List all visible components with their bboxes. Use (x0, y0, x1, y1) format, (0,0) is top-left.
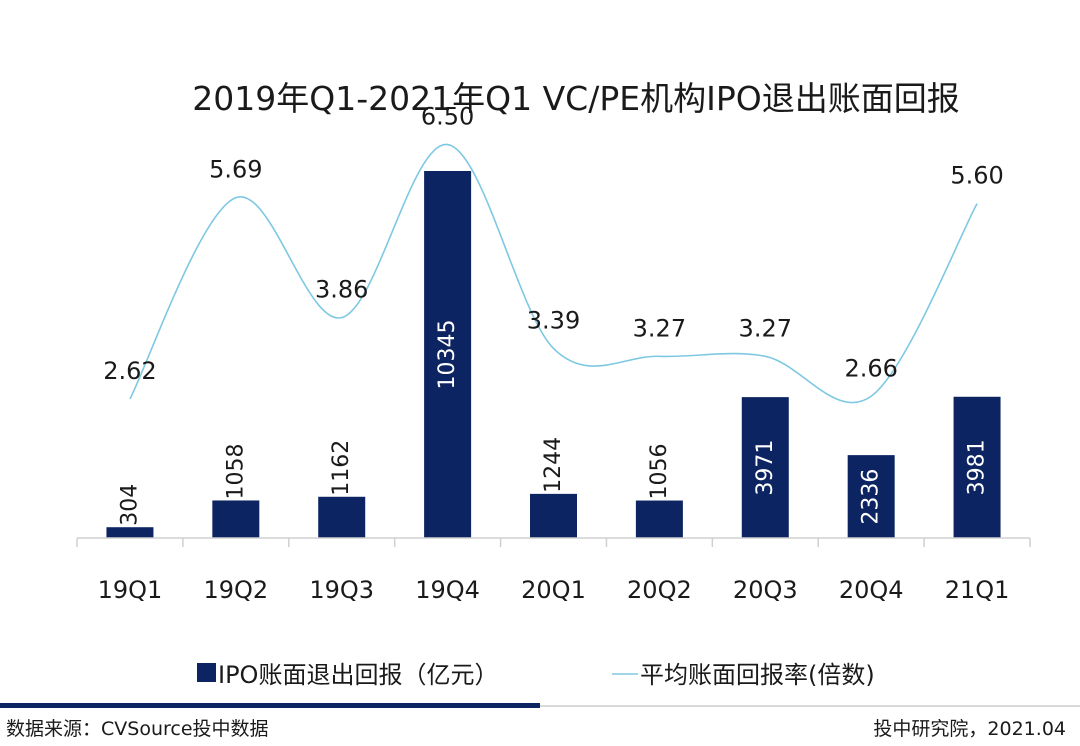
credit-note: 投中研究院，2021.04 (873, 718, 1066, 740)
bar-value-label: 1244 (541, 437, 566, 493)
bar-value-label: 1058 (223, 443, 248, 499)
line-value-label: 3.39 (527, 306, 580, 334)
legend-label-line: 平均账面回报率(倍数) (640, 661, 875, 689)
bar (741, 397, 789, 538)
x-tick-label: 19Q2 (203, 576, 268, 604)
x-tick-label: 20Q2 (627, 576, 692, 604)
line-series: 2.62 5.69 3.86 6.50 3.39 3.27 3.27 2.66 5.60 (103, 103, 1004, 404)
bar (424, 171, 472, 538)
x-tick-label: 21Q1 (945, 576, 1010, 604)
line-value-label: 3.27 (633, 314, 686, 342)
line-value-label: 5.69 (209, 156, 262, 184)
accent-bar-light (540, 705, 1080, 707)
line-value-label: 5.60 (950, 162, 1003, 190)
bar-value-label: 3971 (753, 440, 778, 496)
chart-title: 2019年Q1-2021年Q1 VC/PE机构IPO退出账面回报 (192, 79, 959, 118)
bar-value-label: 3981 (965, 439, 990, 495)
x-tick-label: 19Q1 (98, 576, 163, 604)
legend-label-bar: IPO账面退出回报（亿元） (218, 661, 498, 689)
legend-swatch-bar (197, 663, 216, 682)
accent-bar (0, 703, 540, 708)
bar-series: 304 1058 1162 10345 1244 1056 3971 2336 3981 (106, 171, 1001, 538)
bar (318, 496, 366, 538)
legend: IPO账面退出回报（亿元） 平均账面回报率(倍数) (197, 661, 875, 689)
line-value-label: 3.27 (739, 314, 792, 342)
bar (847, 455, 895, 538)
x-tick-label: 20Q4 (839, 576, 904, 604)
bar (953, 396, 1001, 538)
line-value-label: 2.62 (103, 357, 156, 385)
x-tick-label: 20Q1 (521, 576, 586, 604)
bar (635, 500, 683, 538)
x-tick-label: 19Q3 (309, 576, 374, 604)
bar (530, 493, 577, 538)
bar-value-label: 10345 (435, 319, 460, 389)
bar-value-label: 1056 (647, 444, 672, 500)
bar (106, 527, 154, 538)
bar-value-label: 304 (117, 484, 142, 526)
line-path (129, 143, 978, 404)
bar-value-label: 1162 (329, 440, 354, 496)
line-value-label: 6.50 (421, 103, 474, 131)
source-note: 数据来源：CVSource投中数据 (6, 718, 269, 740)
x-tick-label: 19Q4 (415, 576, 480, 604)
bar (212, 500, 260, 538)
bar-value-label: 2336 (859, 469, 884, 525)
x-axis: 19Q1 19Q2 19Q3 19Q4 20Q1 20Q2 20Q3 20Q4 21Q1 (76, 537, 1031, 604)
line-value-label: 2.66 (844, 354, 897, 382)
line-value-label: 3.86 (315, 276, 368, 304)
x-tick-label: 20Q3 (733, 576, 798, 604)
